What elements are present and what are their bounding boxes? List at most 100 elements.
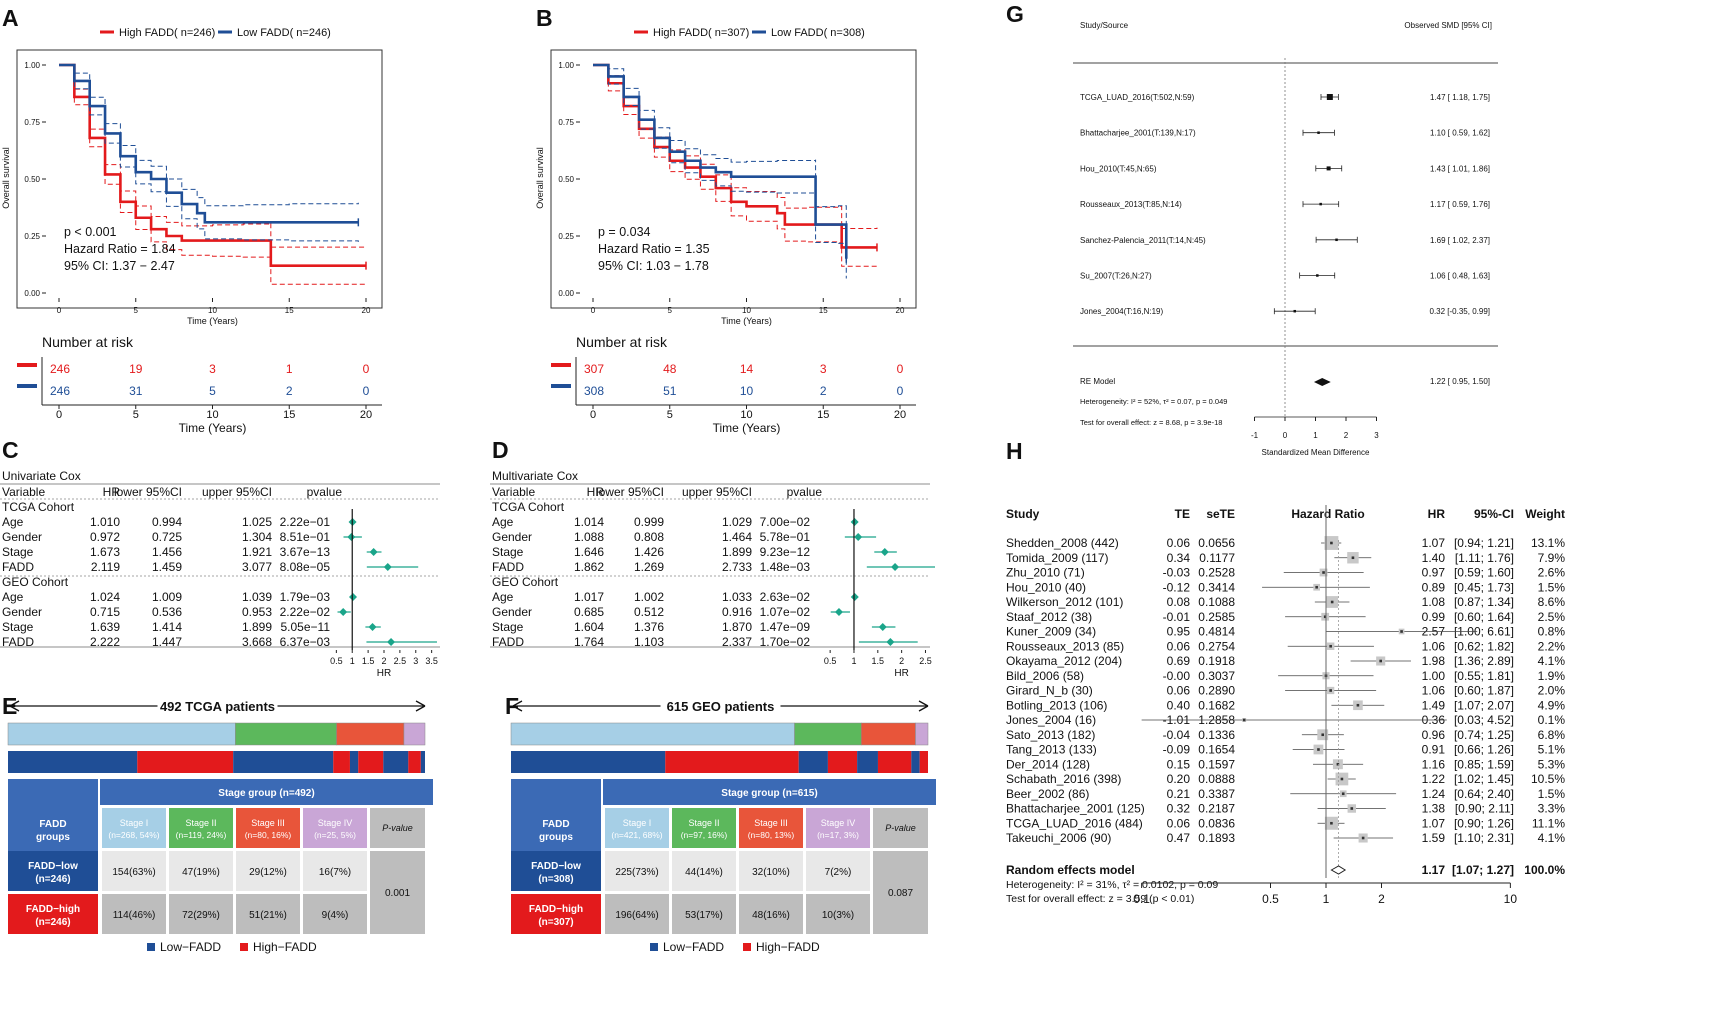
study-hr: 0.91 — [1422, 743, 1446, 757]
stage-bar-segment — [7, 722, 236, 746]
study-name: Sato_2013 (182) — [1006, 728, 1095, 742]
re-ci: [1.07; 1.27] — [1452, 863, 1514, 877]
row-variable: Age — [492, 515, 514, 529]
study-te: 0.06 — [1167, 639, 1191, 653]
cox-title: Multivariate Cox — [492, 469, 578, 483]
study-point — [1350, 807, 1354, 810]
study-hr: 1.06 — [1422, 684, 1446, 698]
high-n: (n=307) — [538, 917, 573, 928]
fadd-bar-segment — [857, 751, 878, 773]
row-header: FADD — [542, 819, 569, 830]
row-variable: Age — [492, 590, 514, 604]
row-hr: 1.639 — [90, 620, 120, 634]
fadd-bar-segment — [8, 751, 138, 773]
col-header: Study/Source — [1080, 21, 1129, 30]
study-sete: 0.2585 — [1198, 610, 1235, 624]
x-tick-label: 20 — [362, 306, 371, 315]
fadd-bar-segment — [420, 751, 425, 773]
hr-diamond — [880, 548, 889, 556]
panel-label-E: E — [2, 693, 17, 719]
row-variable: Stage — [492, 545, 524, 559]
stage-cell — [236, 808, 300, 848]
x-tick-label: 15 — [283, 409, 295, 421]
study-point — [1356, 703, 1360, 707]
study-weight: 4.1% — [1538, 831, 1566, 845]
study-ci: [0.03; 4.52] — [1454, 713, 1514, 727]
row-lower: 1.376 — [634, 620, 664, 634]
stage-name: Stage I — [120, 818, 149, 828]
x-tick-label: 1.5 — [872, 656, 885, 666]
study-weight: 5.3% — [1538, 757, 1566, 771]
fadd-bar-segment — [911, 751, 920, 773]
km-stat: p < 0.001 — [64, 225, 117, 239]
row-pvalue: 5.05e−11 — [281, 620, 331, 634]
x-tick-label: 5 — [133, 409, 139, 421]
study-point — [1326, 166, 1331, 171]
stage-name: Stage I — [623, 818, 652, 828]
row-upper: 1.033 — [722, 590, 752, 604]
re-ci: 1.22 [ 0.95, 1.50] — [1430, 377, 1490, 386]
ci-band — [59, 64, 359, 207]
heterogeneity: Heterogeneity: I² = 52%, τ² = 0.07, p = … — [1080, 397, 1227, 406]
x-tick-label: 0.5 — [824, 656, 837, 666]
row-pvalue: 1.70e−02 — [760, 635, 811, 649]
study-sete: 0.3387 — [1198, 787, 1235, 801]
risk-low-value: 10 — [740, 384, 754, 398]
x-tick-label: 5 — [668, 306, 673, 315]
y-tick-label: 0.50 — [24, 175, 40, 184]
x-tick-label: 20 — [360, 409, 372, 421]
row-header: groups — [36, 832, 70, 843]
row-variable: Stage — [492, 620, 524, 634]
stage-bar-segment — [794, 722, 862, 746]
row-pvalue: 1.79e−03 — [280, 590, 331, 604]
study-name: Bild_2006 (58) — [1006, 669, 1084, 683]
study-te: 0.06 — [1167, 684, 1191, 698]
study-name: Bhattacharjee_2001 (125) — [1006, 802, 1145, 816]
row-lower: 1.009 — [152, 590, 182, 604]
low-value: 7(2%) — [825, 867, 852, 878]
risk-title: Number at risk — [576, 334, 668, 350]
low-label: FADD−low — [28, 861, 78, 872]
stage-bar-segment — [336, 722, 405, 746]
x-tick-label: 10 — [742, 306, 751, 315]
hr-diamond — [369, 548, 378, 556]
study-te: -0.09 — [1163, 743, 1191, 757]
study-ci: [0.90; 2.11] — [1455, 802, 1514, 816]
x-tick-label: 1 — [1323, 892, 1330, 906]
stage-bar-segment — [403, 722, 426, 746]
x-tick-label: 5 — [667, 409, 673, 421]
study-point — [1361, 836, 1365, 840]
study-hr: 1.22 — [1422, 772, 1446, 786]
risk-low-value: 51 — [663, 384, 677, 398]
high-cell — [102, 894, 166, 934]
legend-high: High−FADD — [253, 940, 317, 954]
risk-high-value: 19 — [129, 362, 143, 376]
x-tick-label: 0 — [56, 409, 62, 421]
hr-diamond — [387, 638, 396, 646]
stage-count: (n=97, 16%) — [681, 830, 728, 840]
study-ci: [0.59; 1.60] — [1454, 566, 1514, 580]
x-tick-label: 20 — [896, 306, 905, 315]
fadd-bar-segment — [137, 751, 234, 773]
risk-low-value: 0 — [897, 384, 904, 398]
row-hr: 2.222 — [90, 635, 120, 649]
stage-name: Stage IV — [821, 818, 856, 828]
ci-band — [59, 64, 359, 242]
x-tick-label: 0.1 — [1133, 892, 1150, 906]
study-ci: [0.64; 2.40] — [1454, 787, 1514, 801]
risk-high-value: 3 — [820, 362, 827, 376]
cohort-header: TCGA Cohort — [492, 500, 565, 514]
study-point — [1321, 733, 1325, 737]
study-sete: 0.1682 — [1198, 698, 1235, 712]
study-name: TCGA_LUAD_2016(T:502,N:59) — [1080, 93, 1195, 102]
study-hr: 1.06 — [1422, 639, 1446, 653]
study-sete: 0.2890 — [1198, 684, 1235, 698]
row-hr: 1.024 — [90, 590, 120, 604]
high-value: 9(4%) — [322, 910, 349, 921]
fadd-bar-segment — [358, 751, 384, 773]
study-name: Takeuchi_2006 (90) — [1006, 831, 1111, 845]
study-name: TCGA_LUAD_2016 (484) — [1006, 816, 1143, 830]
high-cell — [236, 894, 300, 934]
high-value: 53(17%) — [685, 910, 723, 921]
